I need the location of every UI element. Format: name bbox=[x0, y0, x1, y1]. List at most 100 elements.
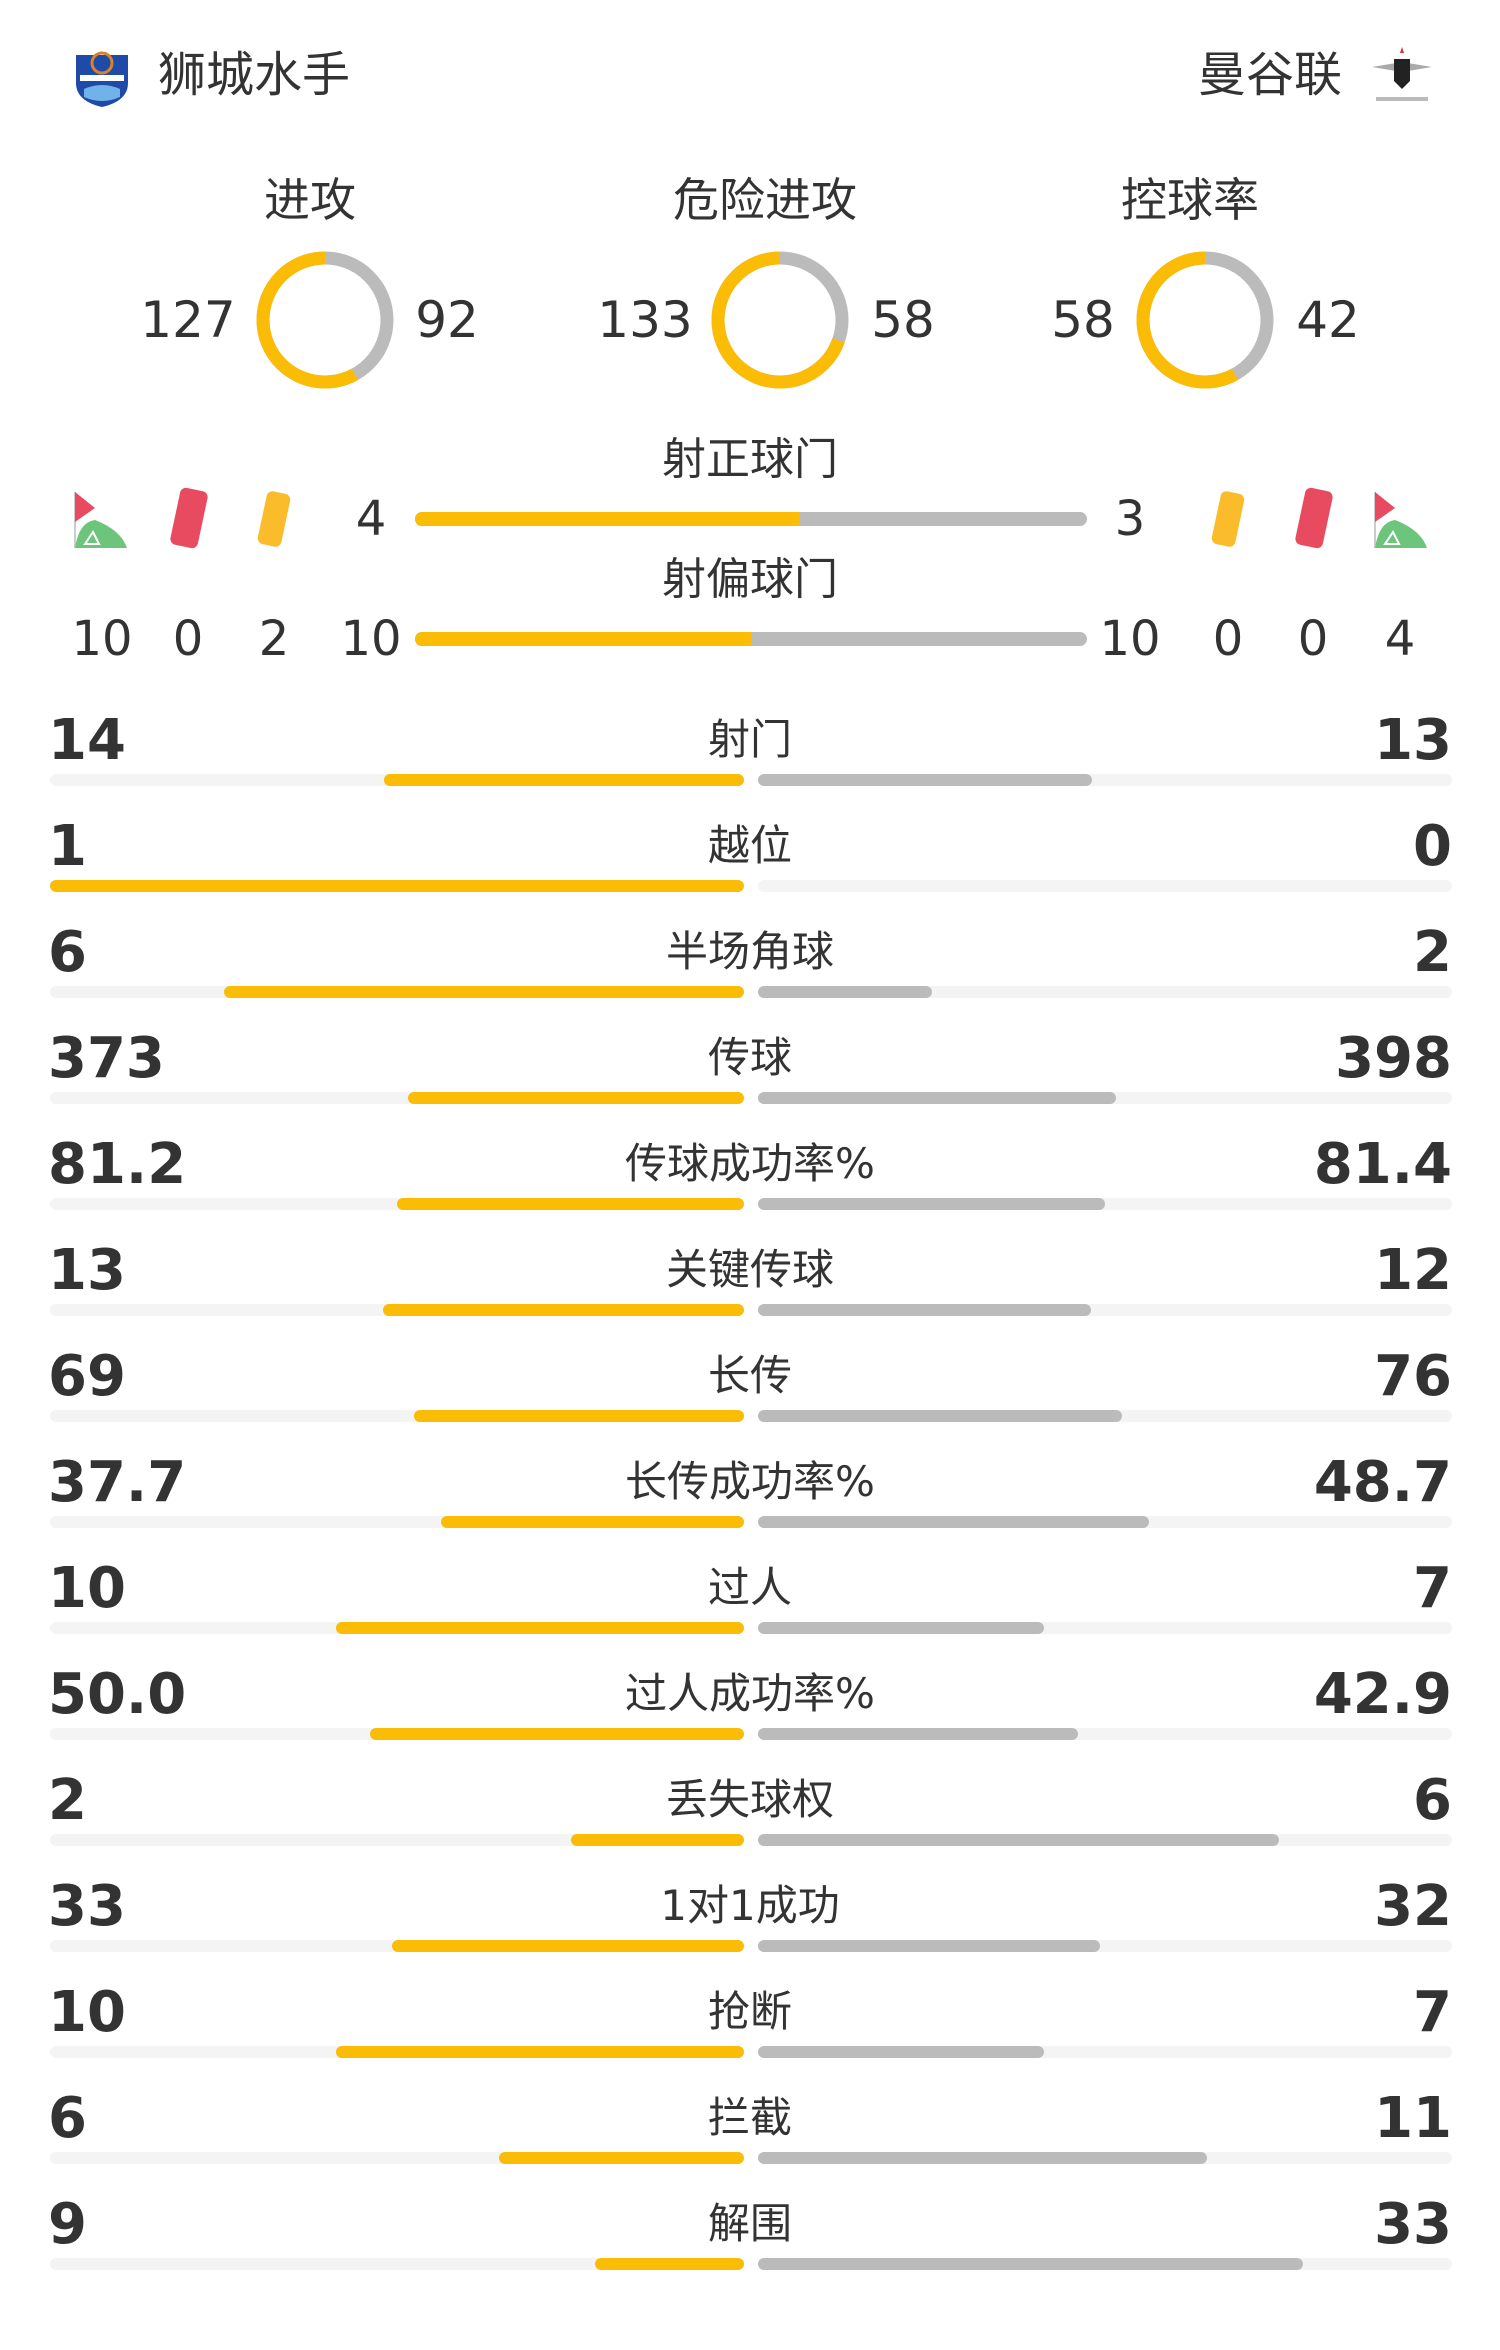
stat-label: 丢失球权 bbox=[665, 1775, 835, 1824]
stat-label: 过人成功率% bbox=[625, 1669, 875, 1718]
away-shots-off-target: 10 bbox=[1099, 611, 1161, 667]
stat-home-value: 373 bbox=[48, 1026, 165, 1091]
shots-on-target-title: 射正球门 bbox=[662, 434, 838, 485]
stat-label: 越位 bbox=[707, 821, 793, 870]
stat-home-bar bbox=[391, 1940, 744, 1952]
stat-home-bar bbox=[570, 1834, 744, 1846]
shots-off-target-title: 射偏球门 bbox=[662, 554, 838, 605]
stat-home-bar bbox=[413, 1410, 744, 1422]
stat-label: 1对1成功 bbox=[660, 1881, 840, 1930]
stat-home-bar bbox=[223, 986, 744, 998]
stat-home-value: 10 bbox=[48, 1556, 126, 1621]
stat-away-value: 7 bbox=[1413, 1556, 1452, 1621]
stat-away-value: 7 bbox=[1413, 1980, 1452, 2045]
stat-home-bar bbox=[408, 1092, 744, 1104]
home-corners: 10 bbox=[71, 611, 133, 667]
home-team-logo bbox=[70, 45, 134, 109]
stat-away-bar bbox=[758, 774, 1093, 786]
stat-away-value: 2 bbox=[1413, 920, 1452, 985]
stat-away-value: 76 bbox=[1374, 1344, 1452, 1409]
away-corner-flag-icon bbox=[1373, 490, 1427, 550]
donut-home-arc bbox=[256, 251, 394, 389]
stat-home-bar bbox=[384, 774, 744, 786]
stat-home-value: 1 bbox=[48, 814, 87, 879]
red-card-icon bbox=[161, 485, 215, 549]
stat-away-bar bbox=[758, 1940, 1100, 1952]
stat-home-bar bbox=[397, 1198, 744, 1210]
donut-home-arc bbox=[711, 251, 849, 389]
stat-home-value: 13 bbox=[48, 1238, 126, 1303]
stat-away-value: 0 bbox=[1413, 814, 1452, 879]
donut-home-value: 133 bbox=[597, 291, 693, 349]
stat-home-bar bbox=[383, 1304, 744, 1316]
stat-home-value: 6 bbox=[48, 920, 87, 985]
stat-home-track bbox=[50, 2258, 744, 2270]
donut-title: 危险进攻 bbox=[673, 173, 857, 227]
stat-away-bar bbox=[758, 986, 932, 998]
away-corners: 4 bbox=[1384, 611, 1416, 667]
home-shots-on-target: 4 bbox=[355, 491, 387, 547]
away-team-logo bbox=[1370, 45, 1434, 109]
stat-home-bar bbox=[50, 880, 744, 892]
yellow-card-icon bbox=[247, 488, 301, 548]
stat-home-value: 33 bbox=[48, 1874, 126, 1939]
stat-home-bar bbox=[499, 2152, 744, 2164]
stat-home-bar bbox=[370, 1728, 744, 1740]
away-yellow-card-icon bbox=[1201, 488, 1255, 548]
shots-on-target-bar bbox=[415, 512, 1087, 526]
stat-away-bar bbox=[758, 1198, 1106, 1210]
stat-away-bar bbox=[758, 1516, 1150, 1528]
home-shots-off-target: 10 bbox=[340, 611, 402, 667]
corner-flag-icon bbox=[73, 490, 127, 550]
stat-label: 半场角球 bbox=[665, 927, 835, 976]
home-yellow-cards: 2 bbox=[258, 611, 290, 667]
home-team-name: 狮城水手 bbox=[158, 47, 351, 103]
stat-home-bar bbox=[595, 2258, 744, 2270]
stat-away-bar bbox=[758, 1834, 1279, 1846]
stat-home-value: 69 bbox=[48, 1344, 126, 1409]
donut-chart bbox=[1136, 251, 1274, 389]
away-team-name: 曼谷联 bbox=[1197, 47, 1342, 103]
stat-label: 长传成功率% bbox=[625, 1457, 875, 1506]
stat-home-value: 9 bbox=[48, 2192, 87, 2257]
stat-away-value: 6 bbox=[1413, 1768, 1452, 1833]
donut-away-value: 58 bbox=[871, 291, 935, 349]
away-shots-on-target: 3 bbox=[1114, 491, 1146, 547]
stat-away-value: 13 bbox=[1374, 708, 1452, 773]
stat-away-track bbox=[758, 880, 1452, 892]
stat-away-bar bbox=[758, 1304, 1092, 1316]
stat-away-value: 32 bbox=[1374, 1874, 1452, 1939]
donut-title: 进攻 bbox=[264, 173, 356, 227]
stat-label: 抢断 bbox=[707, 1987, 793, 2036]
stat-home-value: 81.2 bbox=[48, 1132, 187, 1197]
shots-on-target-home-fill bbox=[415, 512, 799, 526]
stat-away-track bbox=[758, 986, 1452, 998]
donut-away-value: 92 bbox=[415, 291, 479, 349]
donut-title: 控球率 bbox=[1121, 173, 1259, 227]
stat-home-value: 2 bbox=[48, 1768, 87, 1833]
stat-away-bar bbox=[758, 2258, 1304, 2270]
away-yellow-cards: 0 bbox=[1212, 611, 1244, 667]
stat-home-value: 50.0 bbox=[48, 1662, 187, 1727]
stat-away-bar bbox=[758, 1092, 1117, 1104]
stat-away-value: 398 bbox=[1335, 1026, 1452, 1091]
away-red-cards: 0 bbox=[1297, 611, 1329, 667]
stat-away-bar bbox=[758, 1728, 1079, 1740]
shots-off-target-bar bbox=[415, 632, 1087, 646]
stat-home-bar bbox=[441, 1516, 744, 1528]
donut-chart bbox=[711, 251, 849, 389]
donut-away-value: 42 bbox=[1296, 291, 1360, 349]
home-red-cards: 0 bbox=[172, 611, 204, 667]
donut-home-value: 127 bbox=[140, 291, 236, 349]
stat-label: 关键传球 bbox=[665, 1245, 835, 1294]
stat-home-value: 10 bbox=[48, 1980, 126, 2045]
away-red-card-icon bbox=[1286, 485, 1340, 549]
stat-away-bar bbox=[758, 2152, 1208, 2164]
stat-away-bar bbox=[758, 2046, 1044, 2058]
stat-home-bar bbox=[335, 2046, 744, 2058]
stat-away-value: 12 bbox=[1374, 1238, 1452, 1303]
donut-home-value: 58 bbox=[1051, 291, 1115, 349]
stat-home-value: 14 bbox=[48, 708, 126, 773]
stat-label: 拦截 bbox=[707, 2093, 793, 2142]
stat-away-value: 48.7 bbox=[1313, 1450, 1452, 1515]
